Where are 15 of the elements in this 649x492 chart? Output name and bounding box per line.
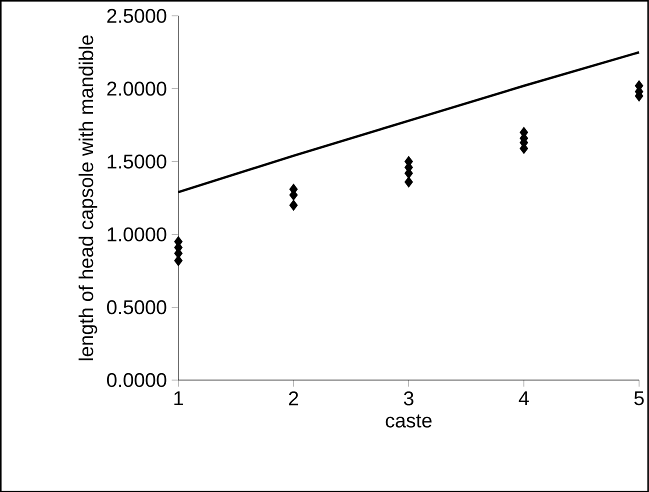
y-tick-label: 0.0000: [107, 372, 166, 387]
y-tick-label: 1.5000: [108, 154, 166, 168]
y-axis-title: length of head capsole with mandible: [78, 35, 98, 360]
y-tick-label: 2.0000: [107, 81, 166, 96]
x-tick-label: 5: [634, 391, 644, 406]
x-tick-label: 3: [404, 391, 414, 406]
x-tick-label: 2: [289, 391, 298, 406]
point: [404, 176, 413, 188]
y-tick-label: 2.5000: [107, 8, 166, 23]
y-tick-label: 1.0000: [108, 227, 166, 242]
x-tick-label: 4: [518, 391, 529, 405]
point: [289, 199, 298, 211]
x-tick-label: 1: [174, 391, 183, 405]
x-axis-title: caste: [386, 414, 432, 428]
y-tick-label: 0.5000: [107, 300, 166, 314]
